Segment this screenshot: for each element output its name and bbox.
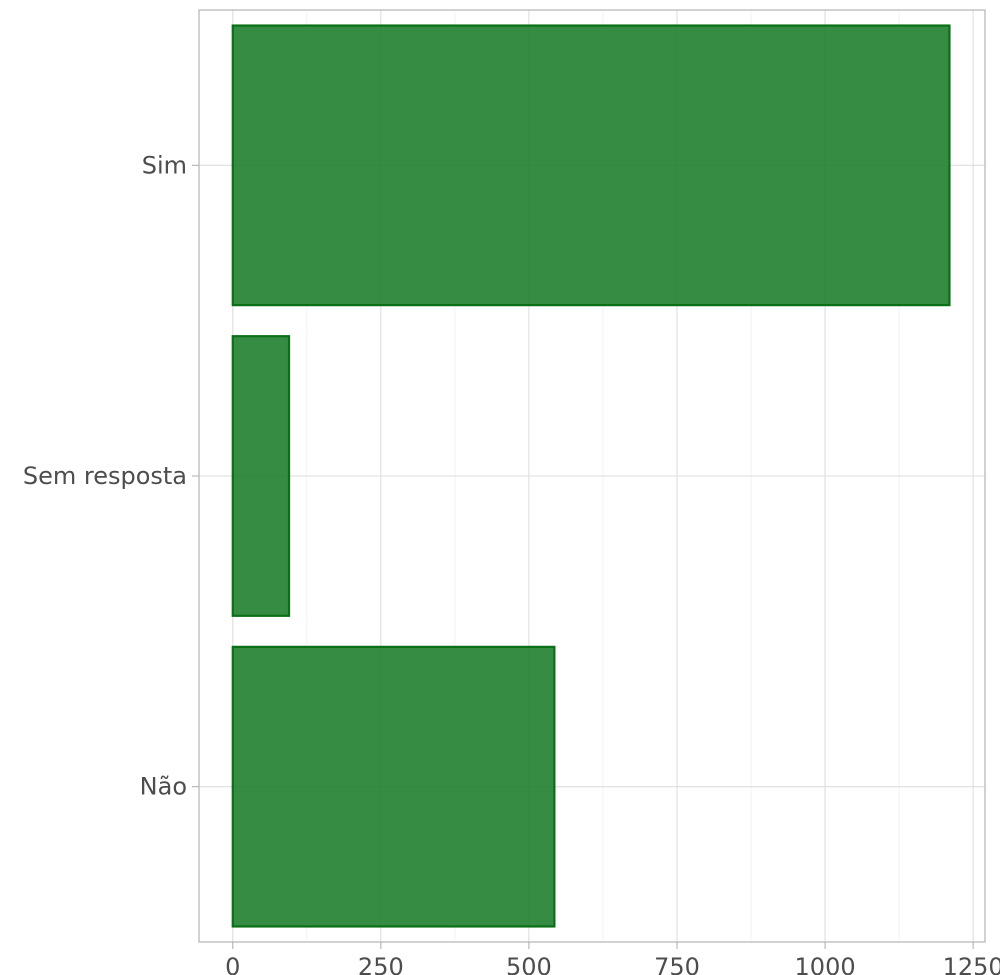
y-axis: Sim Sem resposta Não: [23, 151, 199, 801]
x-tick-label: 0: [225, 953, 240, 975]
x-tick-label: 500: [506, 953, 552, 975]
bars: [231, 24, 951, 928]
bar-sem-resposta: [231, 335, 291, 617]
x-tick-label: 750: [654, 953, 700, 975]
y-tick-label: Não: [140, 773, 187, 801]
x-tick-label: 1000: [795, 953, 856, 975]
x-axis: 0 250 500 750 1000 1250: [225, 942, 1000, 975]
x-tick-label: 1250: [943, 953, 1000, 975]
y-tick-label: Sem resposta: [23, 462, 187, 490]
bar-sim: [231, 24, 951, 307]
bar-nao: [231, 645, 556, 928]
x-tick-label: 250: [358, 953, 404, 975]
y-tick-label: Sim: [142, 151, 187, 179]
